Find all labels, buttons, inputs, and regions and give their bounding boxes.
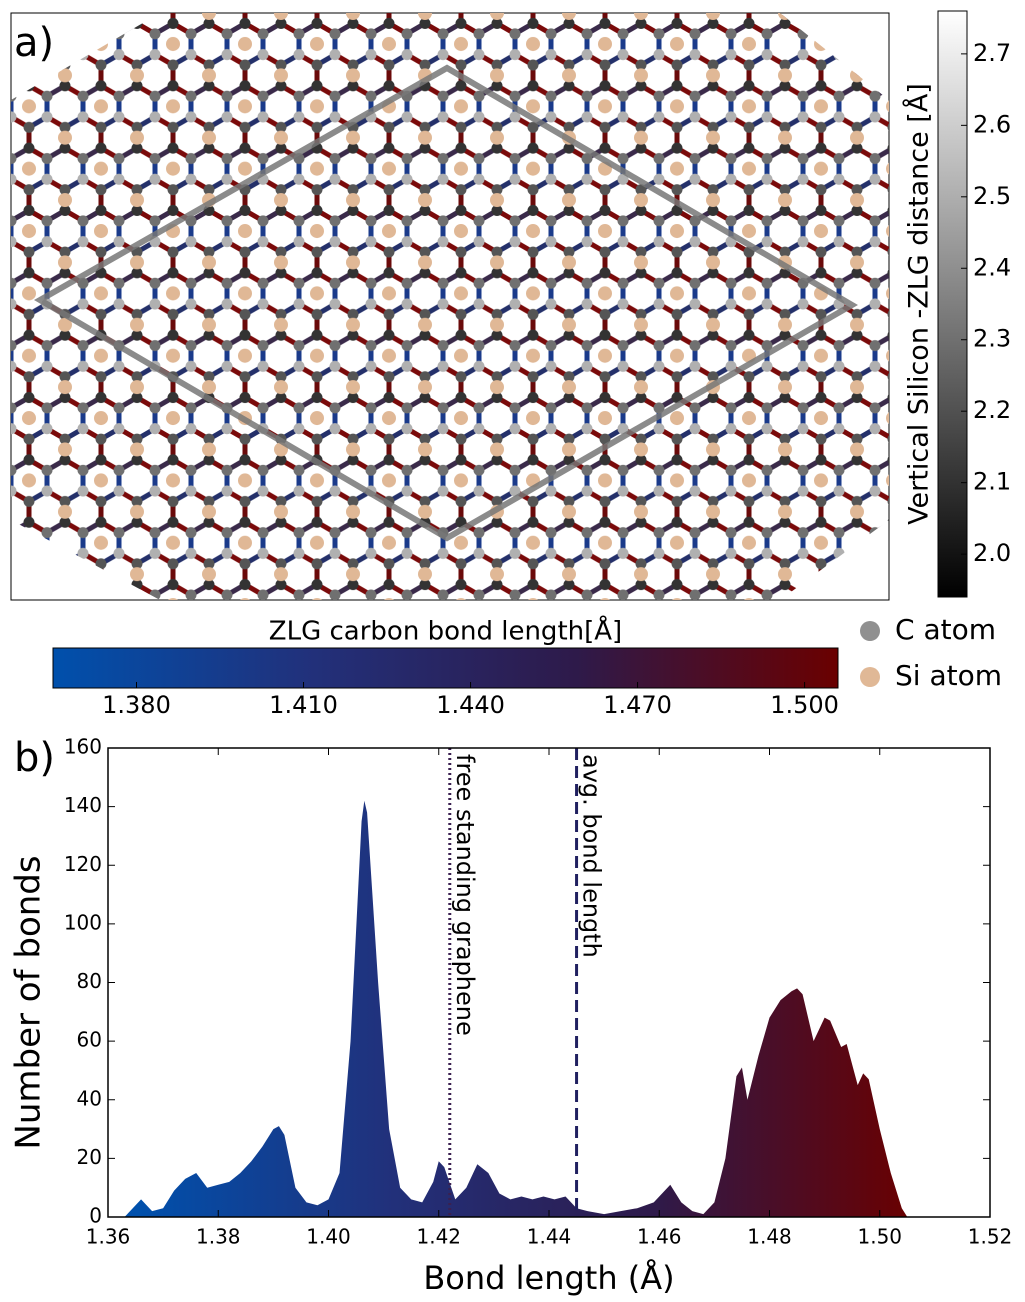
panel-label: b) [14,735,55,781]
colorbar-tick-label: 2.1 [973,468,1011,496]
reference-label: avg. bond length [578,754,606,958]
colorbar-tick-label: 2.4 [973,253,1011,281]
y-tick-label: 0 [89,1204,102,1228]
y-tick-label: 160 [64,735,102,759]
colorbar-tick-label: 2.0 [973,539,1011,567]
colorbar-tick-label: 2.2 [973,396,1011,424]
x-tick-label: 1.52 [968,1225,1013,1249]
panel-label: a) [14,20,54,66]
y-tick-label: 120 [64,852,102,876]
x-axis-label: Bond length (Å) [423,1259,674,1297]
area [124,800,908,1217]
x-tick-label: 1.50 [857,1225,902,1249]
colorbar-tick-label: 2.6 [973,110,1011,138]
legend-label: C atom [895,613,996,646]
y-tick-label: 60 [77,1028,102,1052]
reference-label: free standing graphene [451,754,479,1036]
colorbar-label: ZLG carbon bond length[Å] [269,615,622,647]
legend-marker [860,667,880,687]
colorbar-tick-label: 1.410 [269,691,338,719]
colorbar-tick-label: 1.500 [770,691,839,719]
colorbar-vertical [937,10,968,598]
colorbar-horizontal [52,647,839,689]
colorbar-tick-label: 1.470 [603,691,672,719]
x-tick-label: 1.38 [196,1225,241,1249]
colorbar-tick-label: 1.380 [102,691,171,719]
colorbar-tick-label: 1.440 [436,691,505,719]
lattice-image [10,12,890,601]
y-axis-label: Number of bonds [9,855,49,1149]
legend-label: Si atom [895,659,1002,692]
legend-marker [860,621,880,641]
y-tick-label: 80 [77,969,102,993]
y-tick-label: 40 [77,1086,102,1110]
y-tick-label: 140 [64,793,102,817]
x-tick-label: 1.36 [86,1225,131,1249]
colorbar-tick-label: 2.3 [973,325,1011,353]
x-tick-label: 1.42 [416,1225,461,1249]
x-tick-label: 1.44 [527,1225,572,1249]
y-tick-label: 100 [64,910,102,934]
x-tick-label: 1.46 [637,1225,682,1249]
colorbar-label: Vertical Silicon -ZLG distance [Å] [903,83,935,525]
y-tick-label: 20 [77,1145,102,1169]
x-tick-label: 1.40 [306,1225,351,1249]
colorbar-tick-label: 2.7 [973,39,1011,67]
x-tick-label: 1.48 [747,1225,792,1249]
colorbar-tick-label: 2.5 [973,182,1011,210]
